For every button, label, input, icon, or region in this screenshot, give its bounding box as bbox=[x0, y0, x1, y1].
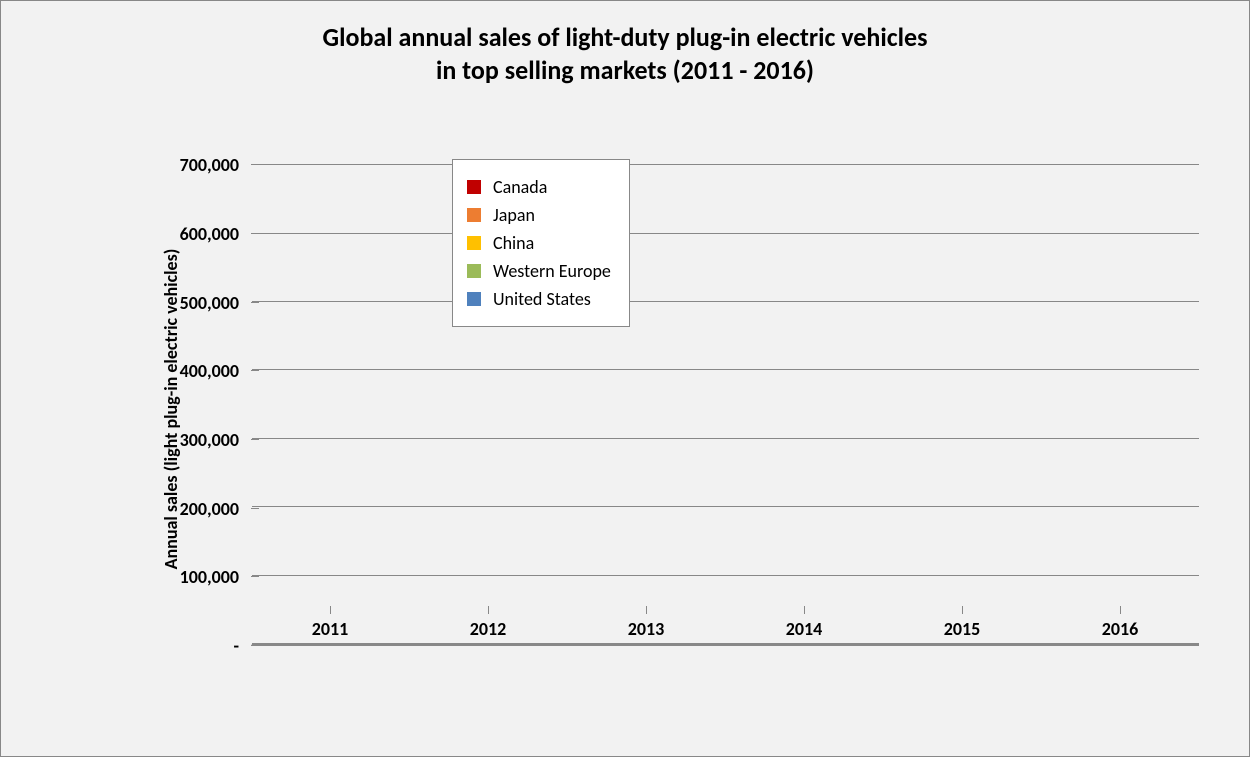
plot-wrap: Annual sales (light plug-in electric veh… bbox=[131, 131, 1199, 686]
legend-swatch-icon bbox=[467, 292, 481, 306]
y-tick-label: 400,000 bbox=[180, 360, 239, 382]
legend-row-japan: Japan bbox=[467, 204, 611, 226]
legend-swatch-icon bbox=[467, 264, 481, 278]
legend-row-weu: Western Europe bbox=[467, 260, 611, 282]
legend-label: Western Europe bbox=[493, 260, 611, 282]
y-ticks: -100,000200,000300,000400,000500,000600,… bbox=[131, 131, 251, 646]
x-tick: 2012 bbox=[409, 646, 567, 686]
chart-frame: Global annual sales of light-duty plug-i… bbox=[0, 0, 1250, 757]
x-tick: 2013 bbox=[567, 646, 725, 686]
chart-title-line1: Global annual sales of light-duty plug-i… bbox=[11, 21, 1239, 54]
bars-container bbox=[252, 131, 1199, 644]
legend-swatch-icon bbox=[467, 236, 481, 250]
legend: Canada Japan China Western Europe United Sta… bbox=[452, 159, 630, 327]
legend-row-china: China bbox=[467, 232, 611, 254]
chart-title: Global annual sales of light-duty plug-i… bbox=[11, 21, 1239, 86]
legend-label: China bbox=[493, 232, 534, 254]
legend-row-us: United States bbox=[467, 288, 611, 310]
x-axis: 201120122013201420152016 bbox=[251, 646, 1199, 686]
y-tick-label: 700,000 bbox=[180, 154, 239, 176]
legend-row-canada: Canada bbox=[467, 176, 611, 198]
legend-label: Japan bbox=[493, 204, 535, 226]
x-tick: 2014 bbox=[725, 646, 883, 686]
legend-label: Canada bbox=[493, 176, 547, 198]
y-tick-label: 300,000 bbox=[180, 429, 239, 451]
y-tick-label: 100,000 bbox=[180, 566, 239, 588]
x-tick: 2011 bbox=[251, 646, 409, 686]
x-tick: 2015 bbox=[883, 646, 1041, 686]
bar-slot bbox=[252, 131, 410, 644]
legend-swatch-icon bbox=[467, 180, 481, 194]
legend-swatch-icon bbox=[467, 208, 481, 222]
y-tick-label: 500,000 bbox=[180, 292, 239, 314]
y-tick-label: - bbox=[233, 635, 239, 657]
y-tick-label: 600,000 bbox=[180, 223, 239, 245]
bar-slot bbox=[725, 131, 883, 644]
legend-label: United States bbox=[493, 288, 591, 310]
y-tick-label: 200,000 bbox=[180, 498, 239, 520]
bar-slot bbox=[1041, 131, 1199, 644]
chart-title-line2: in top selling markets (2011 - 2016) bbox=[11, 54, 1239, 87]
x-tick: 2016 bbox=[1041, 646, 1199, 686]
plot-area: Canada Japan China Western Europe United Sta… bbox=[251, 131, 1199, 646]
bar-slot bbox=[883, 131, 1041, 644]
